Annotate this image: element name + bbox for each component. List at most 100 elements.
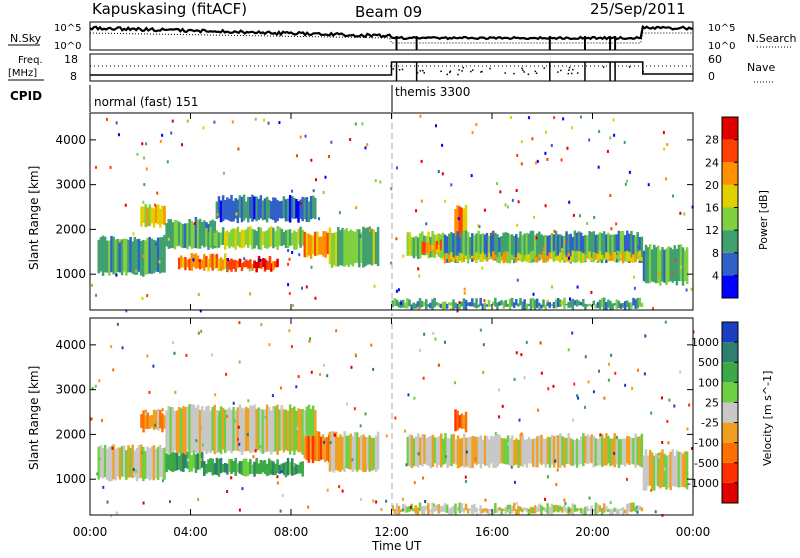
heatmap-cell xyxy=(425,299,428,311)
heatmap-cell xyxy=(437,245,441,253)
heatmap-cell xyxy=(131,444,134,479)
heatmap-cell xyxy=(502,508,505,512)
heatmap-cell xyxy=(496,257,499,263)
heatmap-cell xyxy=(278,227,281,246)
heatmap-cell xyxy=(167,454,170,470)
heatmap-cell xyxy=(228,232,231,249)
heatmap-cell xyxy=(171,222,175,248)
heatmap-speckle xyxy=(171,119,174,123)
heatmap-cell xyxy=(295,464,298,475)
heatmap-cell xyxy=(314,231,317,256)
heatmap-speckle xyxy=(295,385,298,389)
heatmap-cell xyxy=(460,253,464,263)
heatmap-cell xyxy=(224,462,227,473)
heatmap-cell xyxy=(586,256,589,259)
heatmap-cell xyxy=(203,253,206,271)
heatmap-cell xyxy=(441,232,445,260)
heatmap-cell xyxy=(561,254,564,261)
heatmap-cell xyxy=(502,438,506,464)
heatmap-cell xyxy=(628,252,631,262)
heatmap-cell xyxy=(458,252,461,261)
x-axis-ticks: 00:00 04:00 08:00 12:00 16:00 20:00 00:00 xyxy=(73,113,710,539)
heatmap-speckle xyxy=(544,204,547,208)
heatmap-cell xyxy=(679,244,683,282)
heatmap-cell xyxy=(129,236,132,273)
heatmap-cell xyxy=(175,410,179,453)
heatmap-cell xyxy=(592,508,595,513)
heatmap-cell xyxy=(450,232,453,262)
heatmap-cell xyxy=(437,436,441,466)
heatmap-cell xyxy=(471,298,474,307)
heatmap-speckle xyxy=(233,419,236,423)
heatmap-cell xyxy=(588,231,591,259)
heatmap-speckle xyxy=(379,180,382,184)
heatmap-speckle xyxy=(310,370,313,374)
y-tick-label: 3000 xyxy=(55,178,86,192)
heatmap-cell xyxy=(315,430,319,462)
heatmap-cell xyxy=(623,301,627,311)
heatmap-speckle xyxy=(232,401,235,405)
heatmap-speckle xyxy=(576,285,579,289)
heatmap-cell xyxy=(152,239,156,274)
heatmap-speckle xyxy=(437,170,440,174)
heatmap-cell xyxy=(259,460,263,475)
heatmap-cell xyxy=(190,253,193,271)
heatmap-cell xyxy=(448,438,451,467)
heatmap-speckle xyxy=(293,463,296,467)
freq-panel xyxy=(89,53,694,82)
heatmap-speckle xyxy=(482,343,485,347)
heatmap-cell xyxy=(230,229,233,247)
heatmap-speckle xyxy=(239,259,242,263)
heatmap-cell xyxy=(431,299,434,310)
y-tick-label: 2000 xyxy=(55,427,86,441)
heatmap-cell xyxy=(351,230,355,267)
heatmap-cell xyxy=(259,408,263,453)
heatmap-cell xyxy=(276,459,279,474)
heatmap-speckle xyxy=(375,500,378,504)
heatmap-speckle xyxy=(673,404,676,408)
heatmap-cell xyxy=(609,438,612,467)
heatmap-speckle xyxy=(679,211,682,215)
colorbar-segment xyxy=(722,207,738,231)
heatmap-speckle xyxy=(327,155,330,159)
heatmap-cell xyxy=(238,195,242,218)
heatmap-cell xyxy=(427,437,430,467)
heatmap-speckle xyxy=(166,160,169,164)
heatmap-cell xyxy=(328,227,332,265)
heatmap-cell xyxy=(427,304,430,307)
heatmap-cell xyxy=(563,437,566,468)
heatmap-cell xyxy=(209,410,212,454)
heatmap-cell xyxy=(188,404,191,452)
heatmap-cell xyxy=(267,458,271,476)
heatmap-cell xyxy=(368,226,371,265)
heatmap-cell xyxy=(226,258,229,273)
heatmap-cell xyxy=(632,234,635,260)
heatmap-cell xyxy=(685,451,689,490)
heatmap-speckle xyxy=(593,215,596,219)
heatmap-speckle xyxy=(248,268,251,272)
heatmap-cell xyxy=(232,228,235,248)
heatmap-cell xyxy=(559,234,562,259)
heatmap-cell xyxy=(437,504,441,514)
heatmap-cell xyxy=(468,257,472,259)
heatmap-cell xyxy=(460,301,464,307)
heatmap-cell xyxy=(408,232,412,256)
heatmap-speckle xyxy=(425,222,428,226)
heatmap-cell xyxy=(496,234,499,262)
heatmap-speckle xyxy=(238,508,241,512)
heatmap-cell xyxy=(422,301,426,307)
heatmap-cell xyxy=(236,407,240,451)
heatmap-cell xyxy=(446,437,449,469)
heatmap-speckle xyxy=(507,442,510,446)
heatmap-cell xyxy=(619,303,623,309)
heatmap-cell xyxy=(531,230,535,263)
heatmap-cell xyxy=(603,438,606,466)
heatmap-cell xyxy=(640,236,644,264)
heatmap-speckle xyxy=(413,396,416,400)
heatmap-cell xyxy=(448,254,451,263)
heatmap-cell xyxy=(406,506,409,513)
heatmap-cell xyxy=(103,444,107,478)
heatmap-speckle xyxy=(397,288,400,292)
heatmap-cell xyxy=(142,206,145,223)
heatmap-speckle xyxy=(647,183,650,187)
